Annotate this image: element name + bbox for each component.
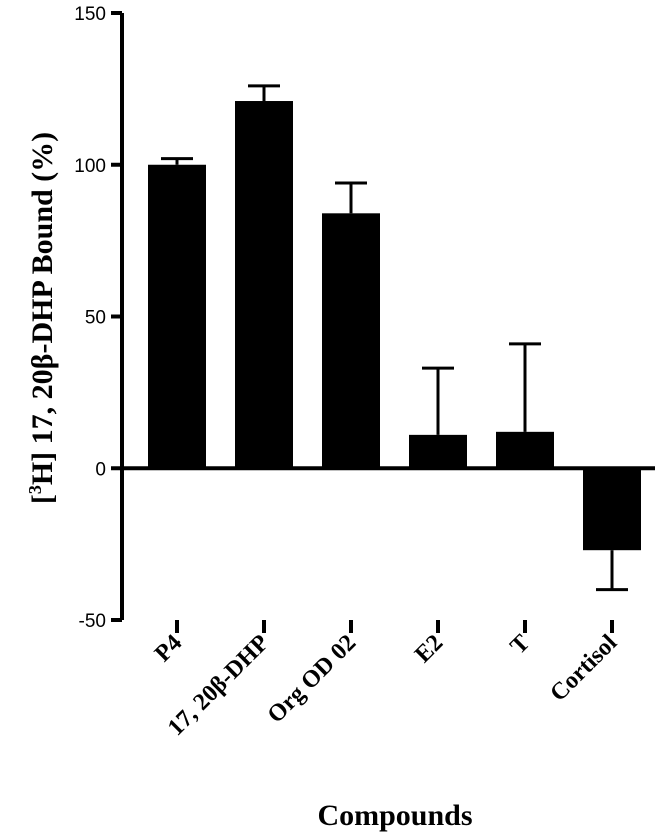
- y-axis-title-main: H] 17, 20β-DHP Bound (%): [26, 132, 59, 485]
- bar: [235, 101, 293, 469]
- x-tick-label: Cortisol: [545, 630, 622, 707]
- bar: [322, 213, 380, 469]
- y-axis-title: [3H] 17, 20β-DHP Bound (%): [25, 132, 59, 504]
- error-bars-group: [161, 84, 628, 592]
- y-tick-label: -50: [79, 611, 106, 632]
- y-tick-label: 0: [95, 459, 106, 480]
- x-axis-title: Compounds: [317, 799, 472, 832]
- y-axis: -50 0 50 100 150: [74, 4, 124, 632]
- y-tick-label: 150: [74, 4, 106, 25]
- bar: [409, 434, 467, 469]
- bar: [583, 468, 641, 551]
- x-tick-label: E2: [410, 630, 448, 668]
- bars-group: [148, 101, 641, 551]
- y-axis-title-superscript: 3: [25, 485, 45, 494]
- y-tick-label: 100: [74, 156, 106, 177]
- x-tick-label: T: [506, 630, 536, 660]
- y-tick-label: 50: [85, 308, 106, 329]
- bar: [496, 431, 554, 469]
- x-tick-label: Org OD 02: [263, 630, 362, 729]
- bar: [148, 164, 206, 469]
- y-axis-title-bracket: [: [26, 494, 59, 504]
- x-tick-label: P4: [150, 630, 187, 667]
